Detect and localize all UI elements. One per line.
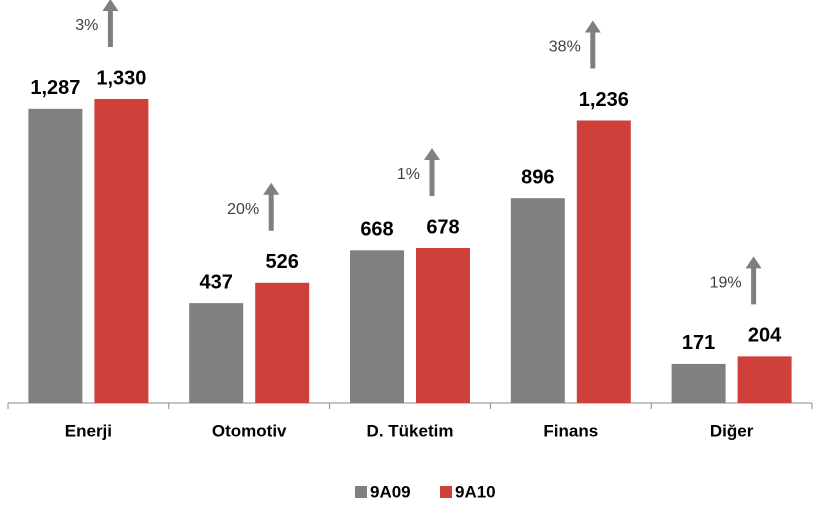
x-tick-label: Enerji [65,421,112,440]
arrow-head [263,182,280,195]
bar [350,250,404,403]
x-tick-label: Diğer [710,421,754,440]
annotation: 3% [75,17,98,34]
value-label: 1,236 [579,89,629,111]
bar [737,356,792,403]
bar [576,120,631,403]
arrow-head [745,256,762,269]
bar [255,282,310,403]
value-label: 204 [748,325,782,347]
value-label: 678 [426,216,459,238]
value-label: 437 [200,271,233,293]
value-label: 526 [266,251,299,273]
legend-label: 9A09 [370,482,411,501]
annotation: 1% [397,166,420,183]
legend-swatch [355,486,367,498]
value-label: 1,287 [30,77,80,99]
arrow-head [102,0,119,11]
arrow-head [424,148,440,161]
bar [671,363,726,403]
value-label: 1,330 [96,67,146,89]
x-tick-label: Otomotiv [212,421,287,440]
bar [416,248,470,403]
value-label: 668 [360,219,393,241]
value-label: 896 [521,166,554,188]
bar [189,303,244,403]
x-tick-label: D. Tüketim [367,421,454,440]
value-label: 171 [682,332,715,354]
bar [510,198,565,403]
bar [28,108,83,403]
bar [94,99,149,403]
annotation: 20% [227,201,259,218]
annotation: 19% [710,275,742,292]
arrow-head [584,20,601,33]
annotation: 38% [549,39,581,56]
legend-label: 9A10 [455,482,496,501]
x-tick-label: Finans [543,421,598,440]
legend-swatch [440,486,452,498]
